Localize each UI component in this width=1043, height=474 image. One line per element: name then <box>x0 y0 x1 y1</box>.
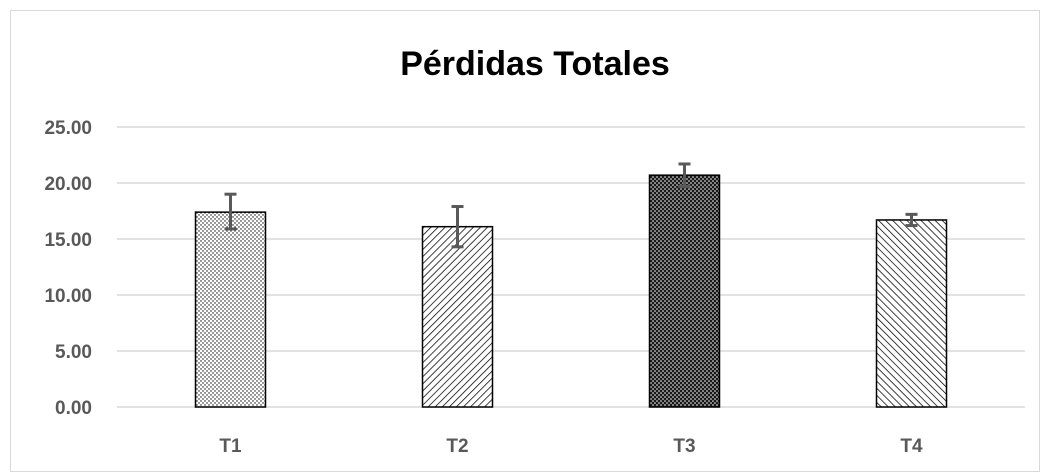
y-tick-label: 20.00 <box>44 174 92 195</box>
y-tick-label: 5.00 <box>55 342 92 363</box>
x-tick-label: T2 <box>446 436 468 457</box>
bar-t2 <box>421 225 494 408</box>
y-axis-ticks: 0.00 5.00 10.00 15.00 20.00 25.00 <box>44 118 92 419</box>
gridlines <box>117 126 1025 408</box>
chart-title: Pérdidas Totales <box>400 45 670 83</box>
error-bars <box>224 162 918 249</box>
bars <box>194 174 948 408</box>
chart-frame <box>10 10 1040 472</box>
y-tick-label: 15.00 <box>44 230 92 251</box>
y-tick-label: 0.00 <box>55 398 92 419</box>
y-tick-label: 10.00 <box>44 286 92 307</box>
bar-t3 <box>648 174 721 408</box>
x-tick-label: T3 <box>673 436 695 457</box>
x-tick-label: T4 <box>900 436 923 457</box>
x-tick-label: T1 <box>219 436 242 457</box>
y-tick-label: 25.00 <box>44 118 92 139</box>
x-axis-ticks: T1 T2 T3 T4 <box>219 436 923 457</box>
bar-t1 <box>194 211 267 408</box>
bar-t4 <box>875 219 948 408</box>
